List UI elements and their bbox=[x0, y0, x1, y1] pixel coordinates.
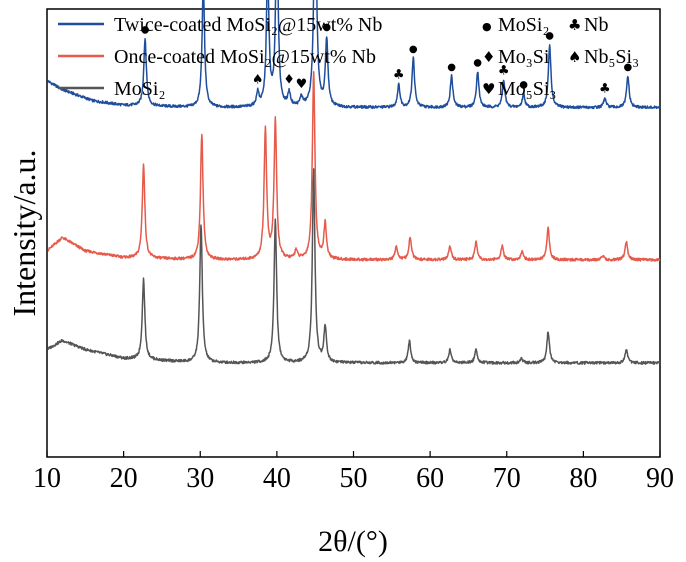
phase-label-nb: Nb bbox=[584, 14, 608, 36]
peak-marker: ● bbox=[409, 44, 418, 55]
y-axis-label: Intensity/a.u. bbox=[6, 149, 42, 316]
phase-symbol-mo-si: ♥ bbox=[482, 80, 495, 98]
peak-marker: ♣ bbox=[393, 67, 405, 82]
series-legend: Twice-coated MoSi₂@15wt% Nb Once-coated M… bbox=[58, 14, 382, 100]
peak-marker: ● bbox=[519, 80, 528, 91]
phase-label-mo-si: Mo₃Si bbox=[498, 46, 550, 68]
phase-symbol-nb: ♣ bbox=[568, 16, 581, 34]
plot-frame bbox=[46, 8, 661, 458]
x-tick-label: 30 bbox=[186, 463, 214, 494]
legend-label-mosi: MoSi₂ bbox=[114, 78, 165, 100]
phase-label-mo-si: Mo₅Si₃ bbox=[498, 78, 556, 100]
legend-label-once-coated-mosi-15wt-nb: Once-coated MoSi₂@15wt% Nb bbox=[114, 46, 376, 68]
peak-marker: ● bbox=[322, 22, 331, 33]
peak-marker: ● bbox=[141, 25, 150, 36]
peak-marker: ● bbox=[623, 62, 632, 73]
phase-symbol-mosi: ● bbox=[482, 20, 492, 33]
trace-twice-coated-mosi-15wt-nb bbox=[47, 0, 661, 110]
phase-legend: ● MoSi₂ ♣ Nb♦ Mo₃Si ♠ Nb₅Si₃♥ Mo₅Si₃ bbox=[482, 14, 639, 100]
x-tick-label: 90 bbox=[646, 463, 674, 494]
x-tick-label: 80 bbox=[569, 463, 597, 494]
x-tick-label: 70 bbox=[493, 463, 521, 494]
x-tick-label: 50 bbox=[340, 463, 368, 494]
peak-marker: ♦ bbox=[283, 73, 295, 88]
trace-once-coated-mosi-15wt-nb bbox=[47, 70, 661, 262]
legend-label-twice-coated-mosi-15wt-nb: Twice-coated MoSi₂@15wt% Nb bbox=[114, 14, 382, 36]
traces bbox=[47, 0, 661, 365]
x-tick-label: 20 bbox=[110, 463, 138, 494]
peak-markers: ●●♠♣●♦♥●●♣●●●♣●●♣● bbox=[141, 22, 633, 97]
phase-symbol-mo-si: ♦ bbox=[482, 48, 495, 66]
x-axis-ticks: 10 20 30 40 50 60 70 80 90 bbox=[33, 451, 674, 494]
peak-marker: ♥ bbox=[296, 77, 308, 92]
x-tick-label: 40 bbox=[263, 463, 291, 494]
x-axis-label: 2θ/(°) bbox=[318, 525, 388, 558]
peak-marker: ♠ bbox=[252, 73, 264, 88]
peak-marker: ● bbox=[473, 57, 482, 68]
peak-marker: ● bbox=[447, 62, 456, 73]
phase-label-nb-si: Nb₅Si₃ bbox=[584, 46, 639, 68]
peak-marker: ♣ bbox=[599, 81, 611, 96]
peak-marker: ● bbox=[545, 31, 554, 42]
peak-marker: ♣ bbox=[498, 63, 510, 78]
x-tick-label: 60 bbox=[416, 463, 444, 494]
x-tick-label: 10 bbox=[33, 463, 61, 494]
phase-label-mosi: MoSi₂ bbox=[498, 14, 549, 36]
trace-mosi bbox=[47, 168, 661, 365]
phase-symbol-nb-si: ♠ bbox=[568, 48, 581, 66]
